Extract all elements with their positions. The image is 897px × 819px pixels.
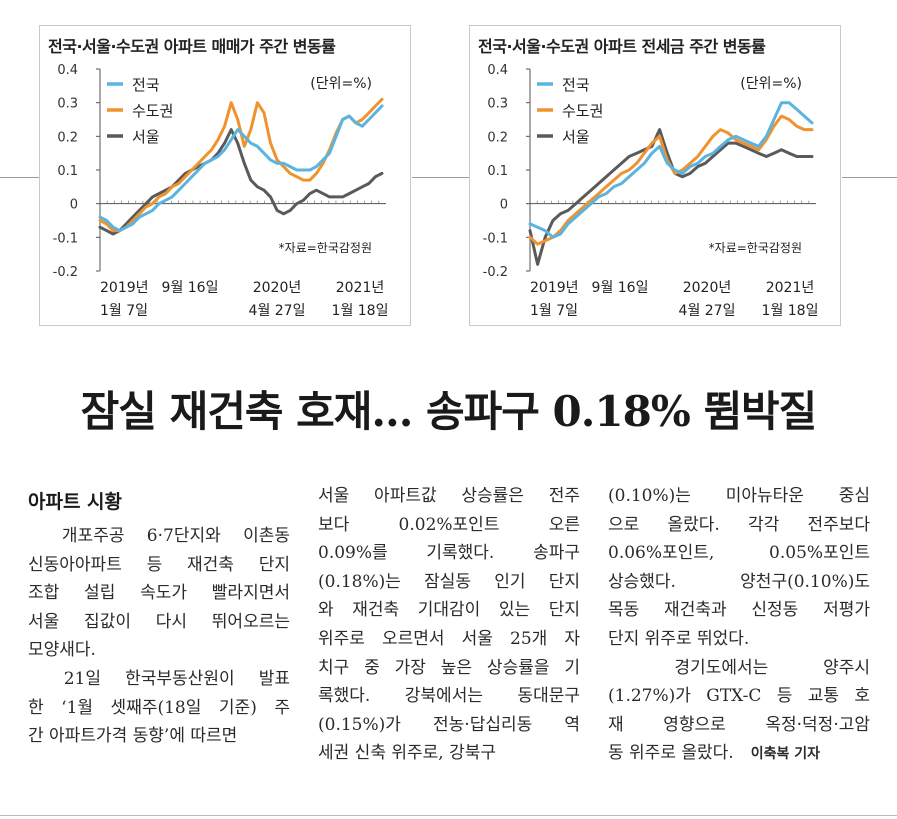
series-line-national [98,104,384,233]
y-tick-label: -0.2 [53,265,78,280]
article-line: 경기도에서는 양주시 [608,657,870,678]
y-tick-label: 0 [70,198,78,213]
y-tick-label: -0.1 [53,231,78,246]
x-tick-label: 1월 7일 [100,303,148,319]
article-line: 신동아아파트 등 재건축 단지 [28,554,290,575]
y-tick-label: 0.3 [487,97,508,112]
article-line: 재 영향으로 옥정·덕정·고암 [608,714,870,735]
chart-title: 전국·서울·수도권 아파트 전세금 주간 변동률 [478,37,766,56]
article-line: 0.09%를 기록했다. 송파구 [318,543,580,564]
jeonse-price-chart: 전국·서울·수도권 아파트 전세금 주간 변동률 0.4 0.3 0.2 0.1 0 -0… [469,25,841,326]
x-tick-label: 9월 16일 [592,280,649,296]
article-line: 21일 한국부동산원이 발표 [28,668,290,689]
x-tick-label: 9월 16일 [162,280,219,296]
x-tick-label: 2019년 [530,280,579,296]
article-line: 록했다. 강북에서는 동대문구 [318,686,580,707]
y-tick-label: 0.2 [57,130,78,145]
series-line-national [528,101,814,239]
sale-price-chart: 전국·서울·수도권 아파트 매매가 주간 변동률 0.4 0.3 0.2 0.1 0 -0… [39,25,411,326]
article-line: 위주로 오르면서 서울 25개 자 [318,628,580,649]
y-tick-label: 0.3 [57,97,78,112]
bottom-rule [0,815,897,816]
legend-label: 수도권 [132,102,173,120]
legend-label: 서울 [562,128,590,146]
article-line: (0.10%)는 미아뉴타운 중심 [608,486,870,506]
article-line: 개포주공 6·7단지와 이촌동 [28,526,290,546]
source-note: *자료=한국감정원 [279,241,372,255]
x-tick-label: 2020년 [683,280,732,296]
y-tick-label: 0.1 [57,164,78,179]
top-right-rule [842,177,897,178]
article-line: (0.15%)가 전농·답십리동 역 [318,714,580,735]
legend-label: 전국 [132,76,160,94]
y-tick-label: -0.1 [483,231,508,246]
article-line: 조합 설립 속도가 빨라지면서 [28,583,290,604]
top-left-rule [0,177,39,178]
legend-label: 수도권 [562,102,603,120]
y-tick-label: -0.2 [483,265,508,280]
x-tick-label: 2021년 [336,280,385,296]
y-tick-label: 0.2 [487,130,508,145]
x-tick-label: 1월 18일 [762,303,819,319]
headline: 잠실 재건축 호재… 송파구 0.18% 뜀박질 [80,387,818,436]
article-line: 서울 집값이 다시 뛰어오르는 [28,611,290,632]
legend-label: 전국 [562,76,590,94]
y-tick-label: 0.4 [57,63,78,78]
article-line: 목동 재건축과 신정동 저평가 [608,600,870,621]
article-line: 0.06%포인트, 0.05%포인트 [608,543,870,564]
article-line: 와 재건축 기대감이 있는 단지 [318,600,580,621]
article-line: 서울 아파트값 상승률은 전주 [318,486,580,506]
chart-title: 전국·서울·수도권 아파트 매매가 주간 변동률 [48,37,336,56]
top-middle-rule [412,177,469,178]
unit-label: (단위=%) [310,76,372,92]
article-line: 상승했다. 양천구(0.10%)도 [608,571,870,592]
x-tick-label: 2020년 [253,280,302,296]
article-line: 세권 신축 위주로, 강북구 [318,743,497,764]
y-tick-label: 0.1 [487,164,508,179]
article-line: (0.18%)는 잠실동 인기 단지 [318,571,580,592]
article-line: 한 ‘1월 셋째주(18일 기준) 주 [28,697,290,718]
series-line-seoul [528,128,814,266]
article-line: 치구 중 가장 높은 상승률을 기 [318,657,580,678]
article-line: 보다 0.02%포인트 오른 [318,514,580,535]
unit-label: (단위=%) [740,76,802,92]
x-tick-label: 1월 7일 [530,303,578,319]
legend-label: 서울 [132,128,160,146]
y-tick-label: 0 [500,198,508,213]
x-tick-label: 4월 27일 [679,303,736,319]
source-note: *자료=한국감정원 [709,241,802,255]
x-tick-label: 2019년 [100,280,149,296]
y-tick-label: 0.4 [487,63,508,78]
article-line: 단지 위주로 뛰었다. [608,628,750,649]
article-line: 간 아파트가격 동향’에 따르면 [28,726,238,747]
byline: 이축복 기자 [750,746,820,763]
x-tick-label: 2021년 [766,280,815,296]
article-line: (1.27%)가 GTX-C 등 교통 호 [608,686,870,707]
x-tick-label: 1월 18일 [332,303,389,319]
article-line: 동 위주로 올랐다. 이축복 기자 [608,743,820,764]
section-heading: 아파트 시황 [28,491,123,513]
article-line: 으로 올랐다. 각각 전주보다 [608,514,870,535]
series-line-seoul [98,128,384,236]
x-tick-label: 4월 27일 [249,303,306,319]
article-line: 모양새다. [28,640,96,661]
